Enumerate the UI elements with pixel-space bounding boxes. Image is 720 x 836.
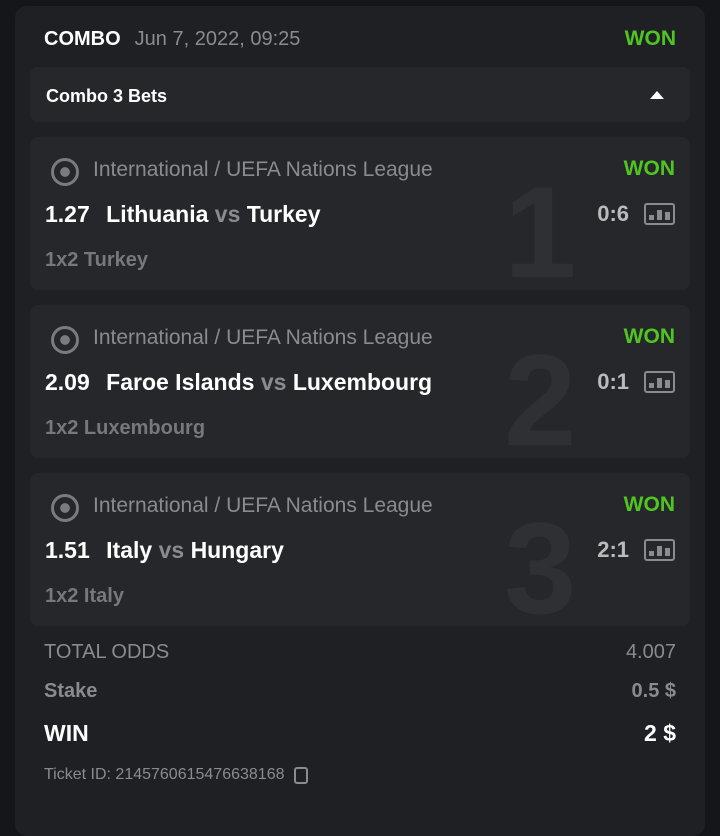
combo-toggle[interactable]: Combo 3 Bets [30,67,690,122]
away-team: Hungary [190,537,284,563]
total-odds-row: TOTAL ODDS 4.007 [44,641,676,664]
odds: 2.09 [45,369,90,395]
soccer-ball-icon [51,158,79,186]
away-team: Luxembourg [292,369,433,395]
score: 2:1 [597,537,629,562]
score: 0:6 [597,201,629,226]
stake-label: Stake [44,680,98,702]
bet-pick: 1x2 Luxembourg [45,417,206,439]
bet-status: WON [623,493,675,516]
match: 2.09 Faroe Islands vs Luxembourg [45,369,432,396]
bet-index: 2 [504,335,577,458]
win-label: WIN [44,720,89,746]
bet-date: Jun 7, 2022, 09:25 [134,28,301,50]
stats-icon[interactable] [644,539,675,561]
ticket-status: WON [624,27,676,50]
league-name: International / UEFA Nations League [93,326,433,349]
ticket-header: COMBO Jun 7, 2022, 09:25 [44,28,300,51]
vs-label: vs [214,201,241,227]
bet-index: 3 [504,503,577,626]
total-odds-label: TOTAL ODDS [44,641,170,663]
soccer-ball-icon [51,494,79,522]
home-team: Italy [106,537,153,563]
league-name: International / UEFA Nations League [93,158,433,181]
bet-type: COMBO [44,28,121,50]
combo-label: Combo 3 Bets [46,86,168,106]
caret-up-icon [650,91,664,99]
odds: 1.51 [45,537,90,563]
away-team: Turkey [246,201,321,227]
bet-pick: 1x2 Italy [45,585,124,607]
bet-pick: 1x2 Turkey [45,249,149,271]
score: 0:1 [597,369,629,394]
bet-status: WON [623,157,675,180]
ticket-id: Ticket ID: 2145760615476638168 [44,766,309,784]
bet-card[interactable]: 3 International / UEFA Nations League WO… [30,473,690,626]
win-value: 2 $ [644,720,676,746]
bet-ticket-card: COMBO Jun 7, 2022, 09:25 WON Combo 3 Bet… [15,6,705,836]
copy-icon[interactable] [294,766,309,784]
home-team: Faroe Islands [106,369,255,395]
bet-card[interactable]: 2 International / UEFA Nations League WO… [30,305,690,458]
stats-icon[interactable] [644,203,675,225]
vs-label: vs [158,537,185,563]
match: 1.27 Lithuania vs Turkey [45,201,320,228]
ticket-id-text: Ticket ID: 2145760615476638168 [44,766,285,783]
league-name: International / UEFA Nations League [93,494,433,517]
total-odds-value: 4.007 [625,641,676,663]
bet-index: 1 [504,167,577,290]
bet-card[interactable]: 1 International / UEFA Nations League WO… [30,137,690,290]
stake-row: Stake 0.5 $ [44,680,676,703]
bet-status: WON [623,325,675,348]
stats-icon[interactable] [644,371,675,393]
vs-label: vs [260,369,287,395]
match: 1.51 Italy vs Hungary [45,537,284,564]
soccer-ball-icon [51,326,79,354]
stake-value: 0.5 $ [631,680,676,702]
odds: 1.27 [45,201,90,227]
win-row: WIN 2 $ [44,720,676,747]
home-team: Lithuania [106,201,209,227]
